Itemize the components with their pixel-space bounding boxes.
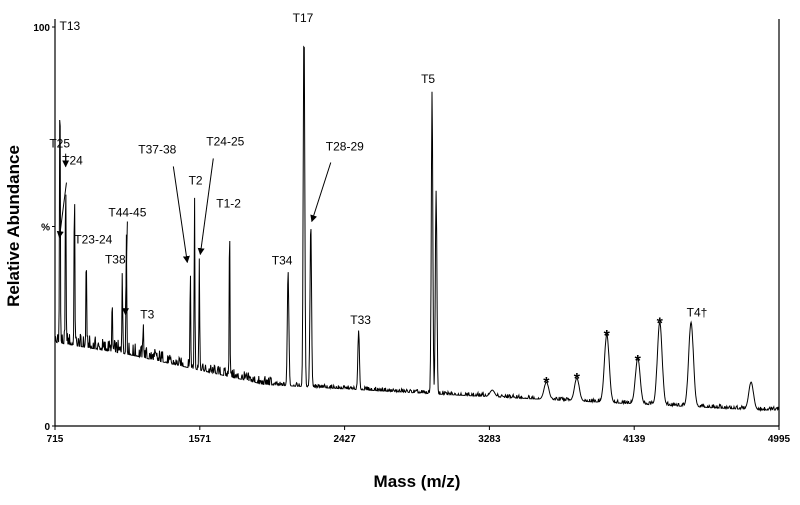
peak-label: T4† [687, 305, 708, 319]
peak-label: T37-38 [138, 142, 176, 156]
x-tick-label: 1571 [189, 434, 212, 445]
peak-label: T1-2 [216, 197, 241, 211]
peak-label: T3 [140, 307, 154, 321]
x-axis-title: Mass (m/z) [374, 472, 461, 491]
x-tick-label: 4995 [768, 434, 791, 445]
peak-label: T28-29 [326, 140, 364, 154]
peak-label: T38 [105, 252, 126, 266]
peak-label: T2 [189, 174, 203, 188]
x-tick-label: 2427 [333, 434, 356, 445]
peak-arrow [172, 166, 190, 264]
peak-label: T17 [293, 11, 314, 25]
peak-label: T13 [60, 19, 81, 33]
peak-arrow [310, 162, 332, 223]
y-tick-label: 100 [33, 23, 50, 34]
peak-label: T25 [49, 137, 70, 151]
x-tick-label: 4139 [623, 434, 646, 445]
y-axis-title: Relative Abundance [4, 145, 23, 307]
peak-star-label: * [543, 375, 550, 392]
peak-star-label: * [635, 353, 642, 370]
peak-star-label: * [657, 315, 664, 332]
y-tick-label: 0 [44, 422, 50, 433]
spectrum-line [54, 45, 780, 412]
peak-arrow [56, 182, 67, 239]
peak-label: T24 [62, 154, 83, 168]
peak-star-label: * [574, 371, 581, 388]
peak-label: T24-25 [206, 134, 244, 148]
peak-label: T23-24 [74, 232, 112, 246]
y-tick-label: % [41, 223, 50, 234]
peak-label: T34 [272, 253, 293, 267]
peak-label: T33 [350, 313, 371, 327]
peak-label: T44-45 [108, 206, 146, 220]
peak-star-label: * [604, 328, 611, 345]
peak-label: T5 [421, 72, 435, 86]
peak-arrow [197, 158, 214, 256]
x-tick-label: 715 [47, 434, 64, 445]
x-tick-label: 3283 [478, 434, 501, 445]
peak-arrow [122, 221, 130, 316]
